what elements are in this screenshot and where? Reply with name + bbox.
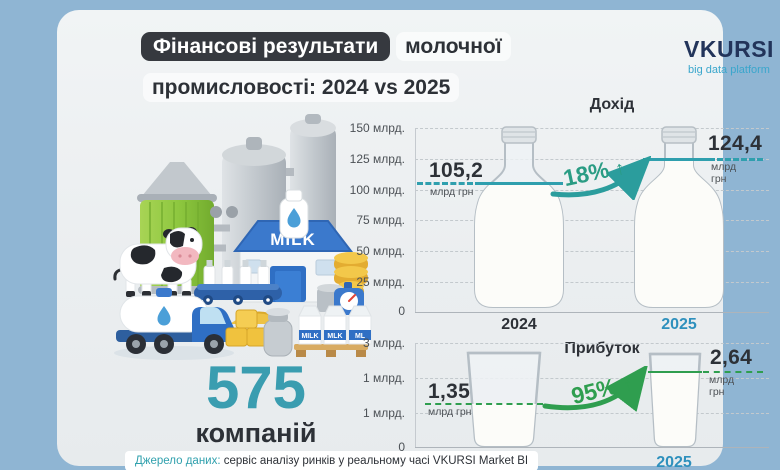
growth-arrow-icon xyxy=(550,156,651,200)
milk-can-icon xyxy=(263,308,293,357)
x-label-2025: 2025 xyxy=(656,454,692,470)
value-unit: млрд грн xyxy=(428,406,472,418)
dairy-factory-illustration: MILK xyxy=(113,114,372,360)
chart1-title: Дохід xyxy=(589,96,635,113)
level-line-2024 xyxy=(425,403,543,405)
vkursi-logo: VKURSI big data platform xyxy=(673,36,780,76)
value-2025: 124,4 xyxy=(708,132,763,155)
logo-tagline: big data platform xyxy=(688,64,770,76)
gridline xyxy=(415,220,769,221)
x-label-2024: 2024 xyxy=(501,316,537,333)
data-source: Джерело даних: сервіс аналізу ринків у р… xyxy=(125,451,539,470)
value-unit: млрд грн xyxy=(430,186,474,198)
y-tick: 1 млрд. xyxy=(363,406,405,420)
chart2-title: Прибуток xyxy=(564,340,640,357)
value-unit: млрд грн xyxy=(711,161,737,185)
milk-bottle-2025 xyxy=(634,126,724,308)
level-line-2025 xyxy=(648,371,702,373)
logo-name: VKURSI xyxy=(684,36,774,62)
companies-count: 575 компаній xyxy=(151,358,361,449)
title-line1-rest: молочної xyxy=(396,32,511,61)
level-line-2025 xyxy=(643,158,715,161)
butter-blocks-icon xyxy=(225,309,269,347)
x-axis-line xyxy=(415,447,769,448)
svg-text:MLK: MLK xyxy=(327,333,342,340)
gridline xyxy=(415,413,769,414)
title-badge: Фінансові результати xyxy=(141,32,391,61)
y-axis-line xyxy=(415,343,416,447)
value-2024: 1,35 xyxy=(428,380,471,403)
y-tick: 75 млрд. xyxy=(356,213,405,227)
y-tick: 125 млрд. xyxy=(349,152,405,166)
gridline xyxy=(415,159,769,160)
source-text: сервіс аналізу ринків у реальному часі V… xyxy=(220,455,529,467)
gridline xyxy=(415,128,769,129)
title-line2-text: промисловості: 2024 vs 2025 xyxy=(143,73,460,102)
milk-bottle-2024 xyxy=(474,126,564,308)
y-tick: 0 xyxy=(398,304,405,318)
title-line1: Фінансові результати молочної xyxy=(141,29,511,65)
infographic-card: Фінансові результати молочної промислово… xyxy=(57,10,773,470)
milk-glass-2025 xyxy=(648,352,702,448)
conveyor-icon xyxy=(194,260,282,305)
cow-icon xyxy=(113,227,203,297)
svg-text:ML: ML xyxy=(355,333,366,340)
y-tick: 50 млрд. xyxy=(356,244,405,258)
title-line2: промисловості: 2024 vs 2025 xyxy=(143,70,511,106)
x-label-2025: 2025 xyxy=(661,316,697,333)
companies-value: 575 xyxy=(205,354,307,421)
level-line-2025 xyxy=(717,158,763,161)
y-tick: 1 млрд. xyxy=(363,371,405,385)
x-axis-line xyxy=(415,312,769,313)
gridline xyxy=(415,251,769,252)
milk-glass-2024 xyxy=(466,351,542,448)
page-title: Фінансові результати молочної промислово… xyxy=(141,29,511,106)
y-tick: 100 млрд. xyxy=(349,183,405,197)
value-2025: 2,64 xyxy=(710,346,753,369)
milk-bottles-row xyxy=(203,260,270,287)
value-2024: 105,2 xyxy=(429,159,484,182)
gridline xyxy=(415,378,769,379)
y-tick: 25 млрд. xyxy=(356,275,405,289)
milk-cartons-pallet-icon: MILK MLK ML xyxy=(294,305,372,357)
value-unit: млрд грн xyxy=(709,374,735,398)
y-tick: 0 xyxy=(398,440,405,454)
growth-arrow-icon xyxy=(542,366,649,412)
level-line-2024 xyxy=(475,182,563,185)
y-axis-line xyxy=(415,128,416,312)
milk-truck-icon xyxy=(114,288,235,360)
y-tick: 150 млрд. xyxy=(349,121,405,135)
gridline xyxy=(415,343,769,344)
svg-text:MILK: MILK xyxy=(301,333,318,340)
level-line-2025 xyxy=(703,371,763,373)
source-label: Джерело даних: xyxy=(135,455,221,467)
level-line-2024 xyxy=(417,182,473,185)
gridline xyxy=(415,282,769,283)
y-tick: 3 млрд. xyxy=(363,336,405,350)
companies-label: компаній xyxy=(195,418,317,448)
